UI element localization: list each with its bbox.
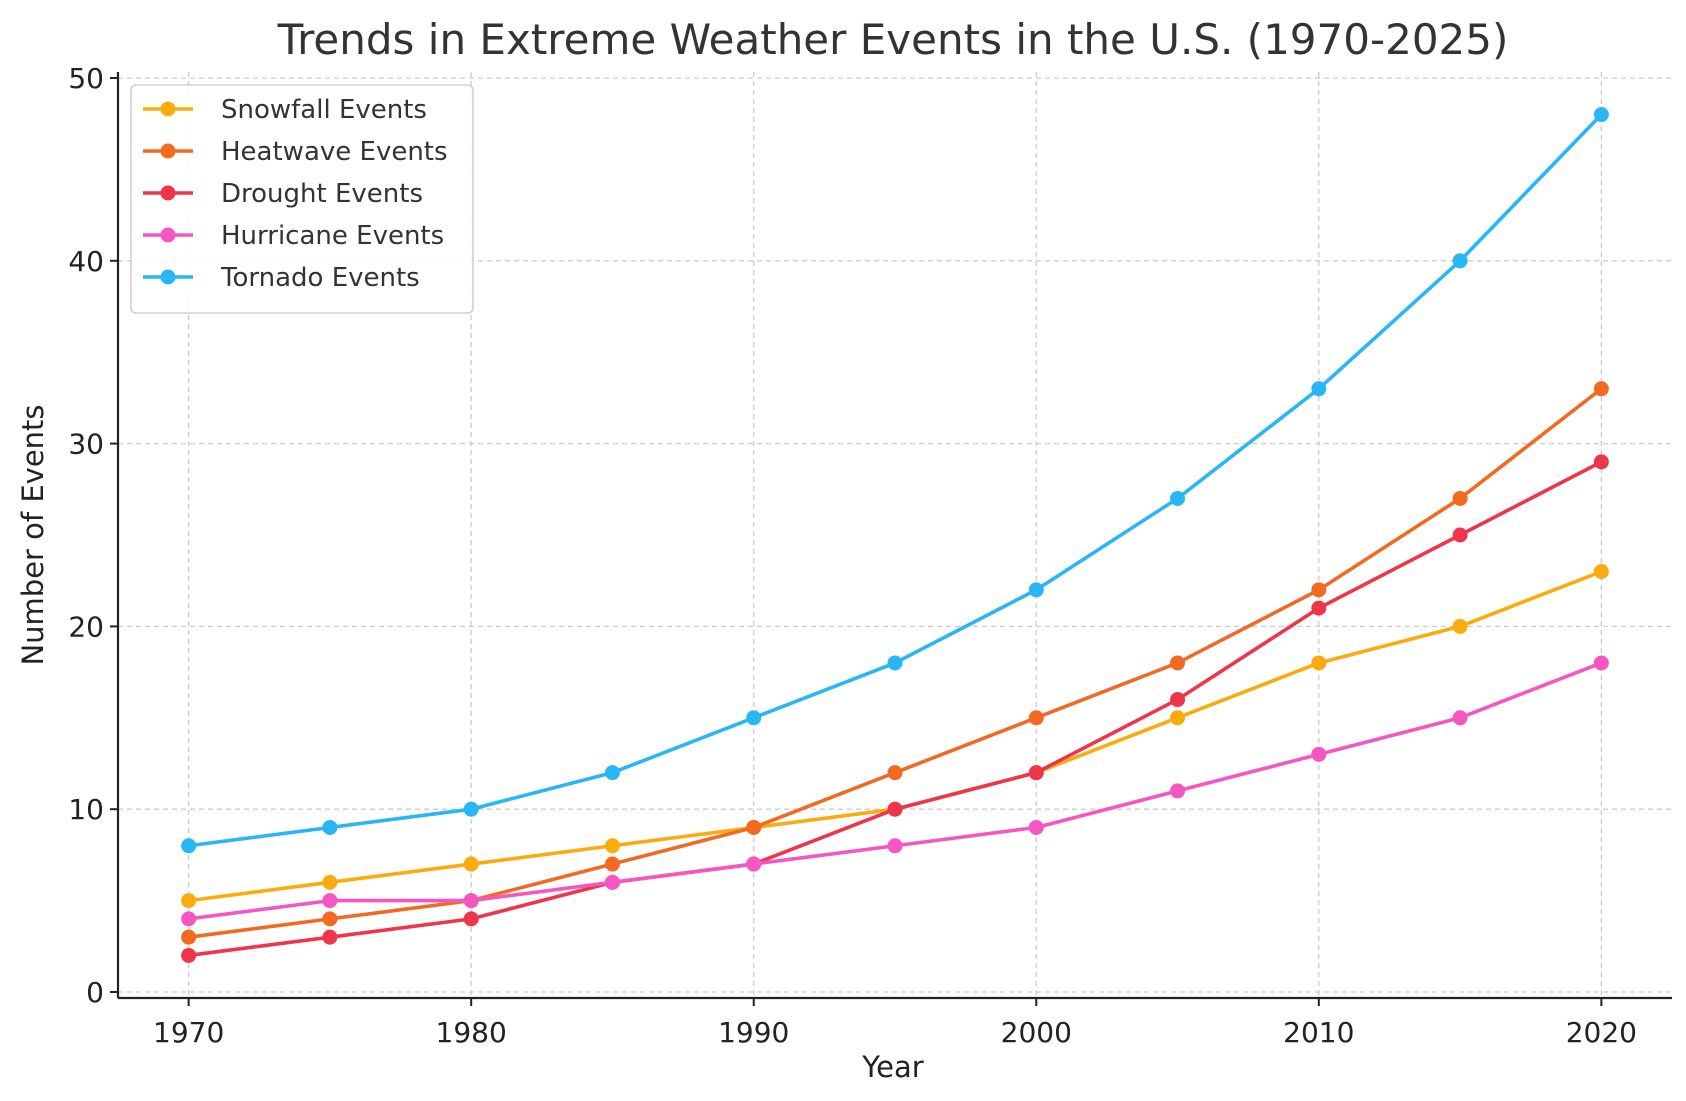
data-point	[1593, 655, 1609, 671]
data-point	[1593, 564, 1609, 580]
series-group	[181, 107, 1609, 963]
data-point	[1170, 655, 1186, 671]
legend-label: Hurricane Events	[221, 221, 444, 251]
legend-item: Drought Events	[143, 179, 423, 209]
y-tick-label: 50	[68, 62, 104, 95]
data-point	[604, 874, 620, 890]
x-tick-label: 1980	[436, 1016, 507, 1049]
legend-swatch-marker	[160, 227, 176, 243]
x-tick-label: 2000	[1001, 1016, 1072, 1049]
data-point	[463, 801, 479, 817]
data-point	[181, 929, 197, 945]
data-point	[604, 856, 620, 872]
series-hurricane-events	[181, 655, 1609, 927]
data-point	[181, 911, 197, 927]
y-tick-label: 0	[86, 976, 104, 1009]
data-point	[1452, 253, 1468, 269]
data-point	[1593, 381, 1609, 397]
data-point	[322, 819, 338, 835]
y-tick-label: 30	[68, 428, 104, 461]
legend-item: Snowfall Events	[143, 95, 427, 125]
legend-swatch-marker	[160, 269, 176, 285]
y-axis-label: Number of Events	[16, 404, 50, 665]
legend-box	[130, 84, 474, 314]
data-point	[887, 838, 903, 854]
data-point	[1170, 692, 1186, 708]
data-point	[746, 856, 762, 872]
data-point	[887, 655, 903, 671]
data-point	[604, 838, 620, 854]
series-line	[188, 460, 1603, 958]
legend-item: Tornado Events	[143, 263, 420, 293]
series-line	[188, 661, 1603, 921]
series-tornado-events	[181, 107, 1609, 854]
axes	[116, 72, 1672, 1000]
data-point	[463, 893, 479, 909]
data-point	[887, 765, 903, 781]
data-point	[1311, 655, 1327, 671]
y-tick-label: 20	[68, 610, 104, 643]
legend-label: Drought Events	[221, 179, 423, 209]
legend-swatch-marker	[160, 143, 176, 159]
data-point	[322, 893, 338, 909]
x-axis-ticks: 1970 1980 1990 2000 2010 2020	[153, 998, 1637, 1049]
x-tick-label: 1990	[718, 1016, 789, 1049]
data-point	[1311, 582, 1327, 598]
series-drought-events	[181, 454, 1609, 963]
x-tick-label: 1970	[153, 1016, 224, 1049]
data-point	[1028, 765, 1044, 781]
data-point	[1311, 600, 1327, 616]
legend-label: Tornado Events	[220, 263, 420, 293]
x-tick-label: 2020	[1566, 1016, 1637, 1049]
data-point	[181, 893, 197, 909]
data-point	[322, 874, 338, 890]
legend-label: Heatwave Events	[221, 137, 448, 167]
data-point	[1170, 490, 1186, 506]
data-point	[1452, 527, 1468, 543]
data-point	[1028, 710, 1044, 726]
y-tick-label: 10	[68, 793, 104, 826]
data-point	[1452, 490, 1468, 506]
data-point	[1452, 710, 1468, 726]
data-point	[1028, 819, 1044, 835]
legend-label: Snowfall Events	[221, 95, 427, 125]
legend-swatch-marker	[160, 185, 176, 201]
data-point	[1452, 618, 1468, 634]
data-point	[1593, 107, 1609, 123]
data-point	[322, 929, 338, 945]
legend-item: Heatwave Events	[143, 137, 448, 167]
legend-item: Hurricane Events	[143, 221, 444, 251]
data-point	[1311, 381, 1327, 397]
data-point	[1028, 582, 1044, 598]
data-point	[746, 819, 762, 835]
data-point	[1170, 710, 1186, 726]
chart-title: Trends in Extreme Weather Events in the …	[277, 15, 1509, 64]
data-point	[181, 838, 197, 854]
data-point	[463, 856, 479, 872]
data-point	[1170, 783, 1186, 799]
data-point	[604, 765, 620, 781]
data-point	[463, 911, 479, 927]
x-tick-label: 2010	[1283, 1016, 1354, 1049]
data-point	[181, 947, 197, 963]
data-point	[887, 801, 903, 817]
y-tick-label: 40	[68, 245, 104, 278]
legend-swatch-marker	[160, 101, 176, 117]
legend: Snowfall Events Heatwave Events Drought Ev…	[130, 84, 474, 314]
data-point	[746, 710, 762, 726]
x-axis-label: Year	[861, 1050, 923, 1084]
data-point	[1593, 454, 1609, 470]
data-point	[1311, 746, 1327, 762]
data-point	[322, 911, 338, 927]
y-axis-ticks: 0 10 20 30 40 50	[68, 62, 118, 1009]
